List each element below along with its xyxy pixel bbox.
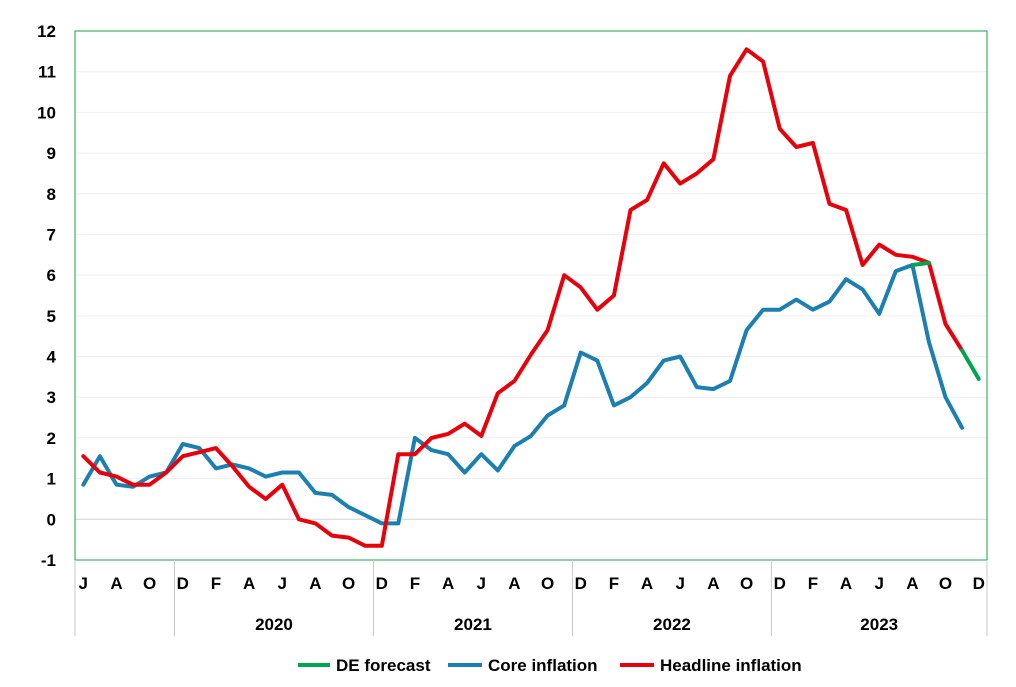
legend-label-de-forecast: DE forecast [336,656,431,675]
x-tick-label: D [973,574,985,593]
x-tick-label: A [309,574,321,593]
x-tick-label: J [79,574,88,593]
x-tick-label: D [376,574,388,593]
series-line [81,47,965,548]
year-label: 2021 [454,615,492,634]
x-tick-label: F [410,574,420,593]
y-tick-label: 8 [47,185,56,204]
series-lines [81,47,981,548]
x-tick-label: J [477,574,486,593]
x-tick-label: J [676,574,685,593]
legend-label-headline-inflation: Headline inflation [660,656,802,675]
x-tick-label: A [110,574,122,593]
series-line [81,263,965,526]
y-tick-label: 4 [47,348,57,367]
x-tick-label: A [840,574,852,593]
x-tick-label: D [177,574,189,593]
x-tick-label: D [575,574,587,593]
y-tick-label: 6 [47,266,56,285]
x-tick-label: F [609,574,619,593]
x-tick-label: A [906,574,918,593]
x-tick-label: O [939,574,952,593]
x-tick-label: F [808,574,818,593]
y-tick-label: 12 [37,22,56,41]
y-tick-label: 1 [47,470,56,489]
x-tick-label: O [740,574,753,593]
x-tick-label: A [707,574,719,593]
y-tick-label: 0 [47,510,56,529]
x-axis: J A O D F A J A O D F A J A O D F A J A O D F A J A O D 2020 2021 2022… [74,560,988,636]
y-tick-label: -1 [41,551,56,570]
y-tick-label: 5 [47,307,56,326]
y-tick-label: 7 [47,225,56,244]
x-tick-label: A [442,574,454,593]
x-tick-label: F [211,574,221,593]
x-tick-label: O [143,574,156,593]
y-tick-label: 10 [37,103,56,122]
year-label: 2020 [255,615,293,634]
x-tick-label: O [342,574,355,593]
x-tick-label: A [243,574,255,593]
legend-label-core-inflation: Core inflation [488,656,598,675]
plot-area-border [74,30,988,561]
y-tick-label: 2 [47,429,56,448]
y-tick-label: 11 [38,63,56,82]
year-label: 2022 [653,615,691,634]
x-tick-label: A [641,574,653,593]
x-tick-label: O [541,574,554,593]
y-tick-label: 9 [47,144,56,163]
series-line [910,260,981,381]
x-tick-label: J [874,574,883,593]
x-tick-label: D [774,574,786,593]
legend: DE forecast Core inflation Headline infl… [298,656,802,675]
x-tick-label: J [278,574,287,593]
x-tick-label: A [508,574,520,593]
gridlines [75,71,987,520]
y-tick-label: 3 [47,388,56,407]
year-label: 2023 [860,615,898,634]
